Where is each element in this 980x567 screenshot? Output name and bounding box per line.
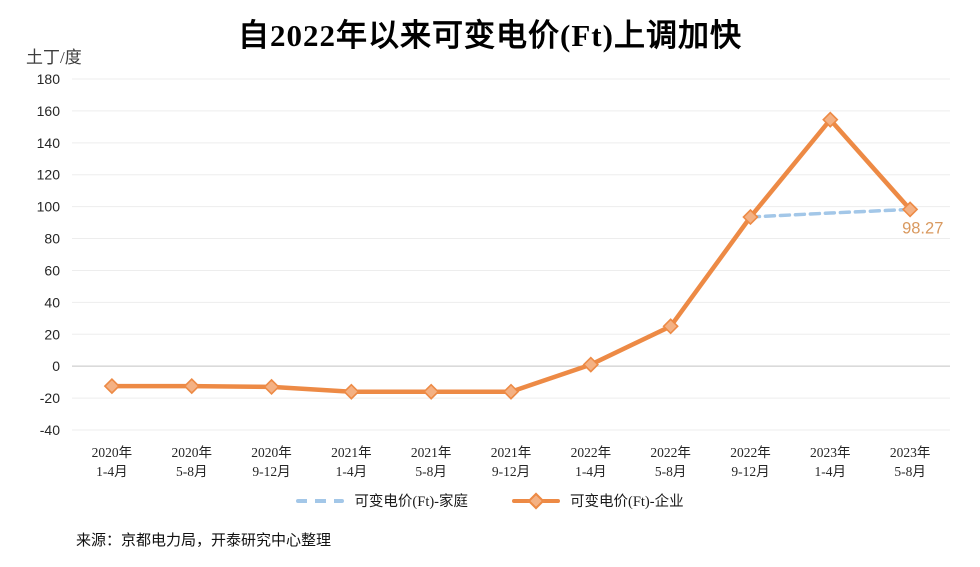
data-point-marker bbox=[822, 111, 839, 128]
y-tick-label: 20 bbox=[44, 326, 60, 342]
x-tick-label-year: 2020年 bbox=[171, 445, 212, 460]
data-point-marker bbox=[343, 383, 360, 400]
household-series-line bbox=[748, 207, 912, 219]
chart-title: 自2022年以来可变电价(Ft)上调加快 bbox=[238, 18, 742, 53]
y-axis-unit-label: 土丁/度 bbox=[26, 48, 82, 67]
legend-item-enterprise: 可变电价(Ft)-企业 bbox=[512, 490, 684, 511]
data-point-marker bbox=[502, 383, 520, 400]
value-annotation: 98.27 bbox=[902, 219, 943, 237]
x-tick-label-months: 1-4月 bbox=[815, 464, 847, 479]
legend-label-household: 可变电价(Ft)-家庭 bbox=[354, 494, 468, 510]
diamond-marker-icon bbox=[527, 492, 545, 509]
x-tick-label-year: 2023年 bbox=[810, 445, 851, 460]
x-tick-label-year: 2020年 bbox=[251, 445, 292, 460]
y-tick-label: -40 bbox=[40, 422, 60, 438]
data-point-marker bbox=[742, 208, 759, 226]
x-tick-label-months: 9-12月 bbox=[492, 464, 530, 479]
x-tick-label-year: 2022年 bbox=[571, 445, 612, 460]
data-point-marker bbox=[183, 377, 200, 395]
enterprise-solid-line-icon bbox=[512, 492, 560, 509]
x-tick-label-months: 1-4月 bbox=[96, 464, 128, 479]
y-tick-label: 120 bbox=[37, 167, 61, 183]
x-tick-label-year: 2020年 bbox=[92, 445, 133, 460]
legend-item-household: 可变电价(Ft)-家庭 bbox=[296, 490, 468, 511]
y-tick-label: 0 bbox=[52, 358, 60, 374]
y-tick-label: 180 bbox=[37, 71, 61, 87]
data-point-marker bbox=[662, 318, 679, 335]
y-tick-label: 40 bbox=[44, 294, 60, 310]
data-point-marker bbox=[582, 356, 599, 373]
x-tick-label-year: 2022年 bbox=[730, 445, 771, 460]
x-tick-label-months: 5-8月 bbox=[415, 464, 447, 479]
source-note: 来源：京都电力局，开泰研究中心整理 bbox=[76, 533, 332, 549]
data-point-marker bbox=[423, 383, 440, 400]
data-point-marker bbox=[901, 201, 919, 218]
y-tick-label: 140 bbox=[37, 135, 61, 151]
x-tick-label-months: 5-8月 bbox=[894, 464, 926, 479]
x-tick-label-year: 2021年 bbox=[491, 445, 532, 460]
y-tick-label: 100 bbox=[37, 199, 61, 215]
legend-label-enterprise: 可变电价(Ft)-企业 bbox=[570, 494, 684, 510]
data-point-marker bbox=[103, 377, 121, 395]
x-tick-label-year: 2021年 bbox=[331, 445, 372, 460]
x-tick-label-months: 5-8月 bbox=[176, 464, 208, 479]
enterprise-series-line bbox=[109, 117, 913, 394]
x-tick-label-year: 2021年 bbox=[411, 445, 452, 460]
legend: 可变电价(Ft)-家庭 可变电价(Ft)-企业 bbox=[0, 490, 980, 511]
y-tick-label: -20 bbox=[40, 390, 60, 406]
x-tick-label-months: 9-12月 bbox=[252, 464, 290, 479]
x-tick-label-months: 1-4月 bbox=[336, 464, 368, 479]
x-tick-label-months: 1-4月 bbox=[575, 464, 607, 479]
data-point-marker bbox=[263, 378, 280, 396]
y-tick-label: 80 bbox=[44, 231, 60, 247]
y-tick-label: 160 bbox=[37, 103, 61, 119]
x-tick-label-year: 2022年 bbox=[650, 445, 691, 460]
x-tick-label-year: 2023年 bbox=[890, 445, 931, 460]
x-tick-label-months: 5-8月 bbox=[655, 464, 687, 479]
household-dashed-line-icon bbox=[296, 498, 345, 503]
x-tick-label-months: 9-12月 bbox=[731, 464, 769, 479]
y-tick-label: 60 bbox=[44, 262, 60, 278]
